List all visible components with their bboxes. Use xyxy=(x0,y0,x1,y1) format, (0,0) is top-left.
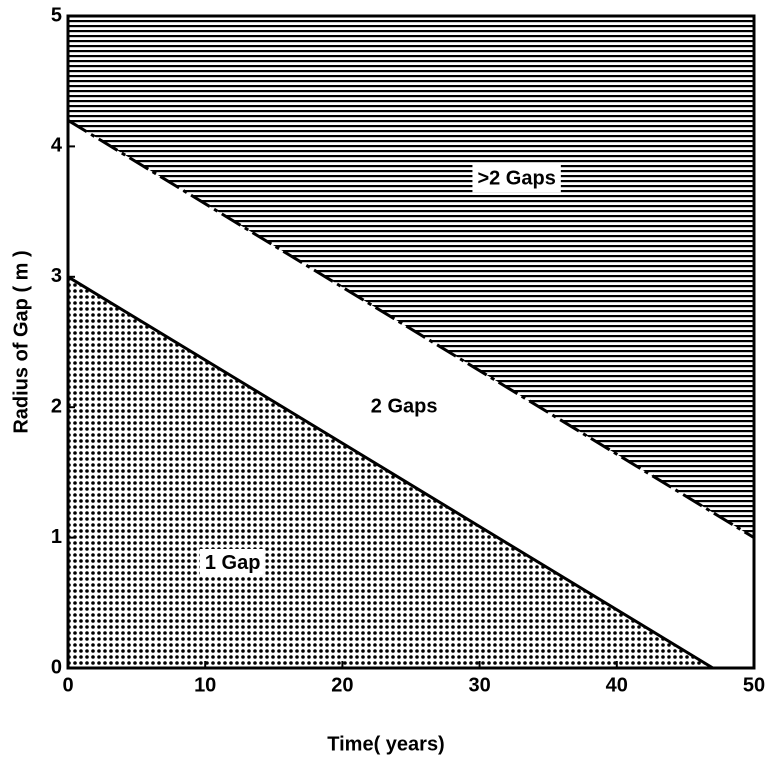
label-box xyxy=(199,548,266,577)
x-tick-label: 10 xyxy=(194,674,216,696)
y-tick-label: 5 xyxy=(51,4,62,26)
region-label: 1 Gap xyxy=(205,552,261,574)
x-axis-label: Time( years) xyxy=(327,733,444,755)
y-tick-label: 4 xyxy=(51,135,63,157)
boundary-line xyxy=(67,119,755,539)
boundary-line xyxy=(67,275,714,670)
y-axis-label: Radius of Gap ( m ) xyxy=(10,250,32,433)
region-label: 2 Gaps xyxy=(371,395,438,417)
x-tick-label: 30 xyxy=(468,674,490,696)
plot-frame xyxy=(66,14,756,670)
y-tick-label: 1 xyxy=(51,526,62,548)
region-fill xyxy=(68,16,754,538)
region-label: >2 Gaps xyxy=(477,167,555,189)
x-tick-label: 0 xyxy=(62,674,73,696)
x-tick-label: 40 xyxy=(606,674,628,696)
y-tick-label: 0 xyxy=(51,656,62,678)
x-tick-label: 20 xyxy=(331,674,353,696)
y-tick-label: 2 xyxy=(51,395,62,417)
y-tick-label: 3 xyxy=(51,265,62,287)
label-box xyxy=(472,164,561,193)
x-tick-label: 50 xyxy=(743,674,765,696)
